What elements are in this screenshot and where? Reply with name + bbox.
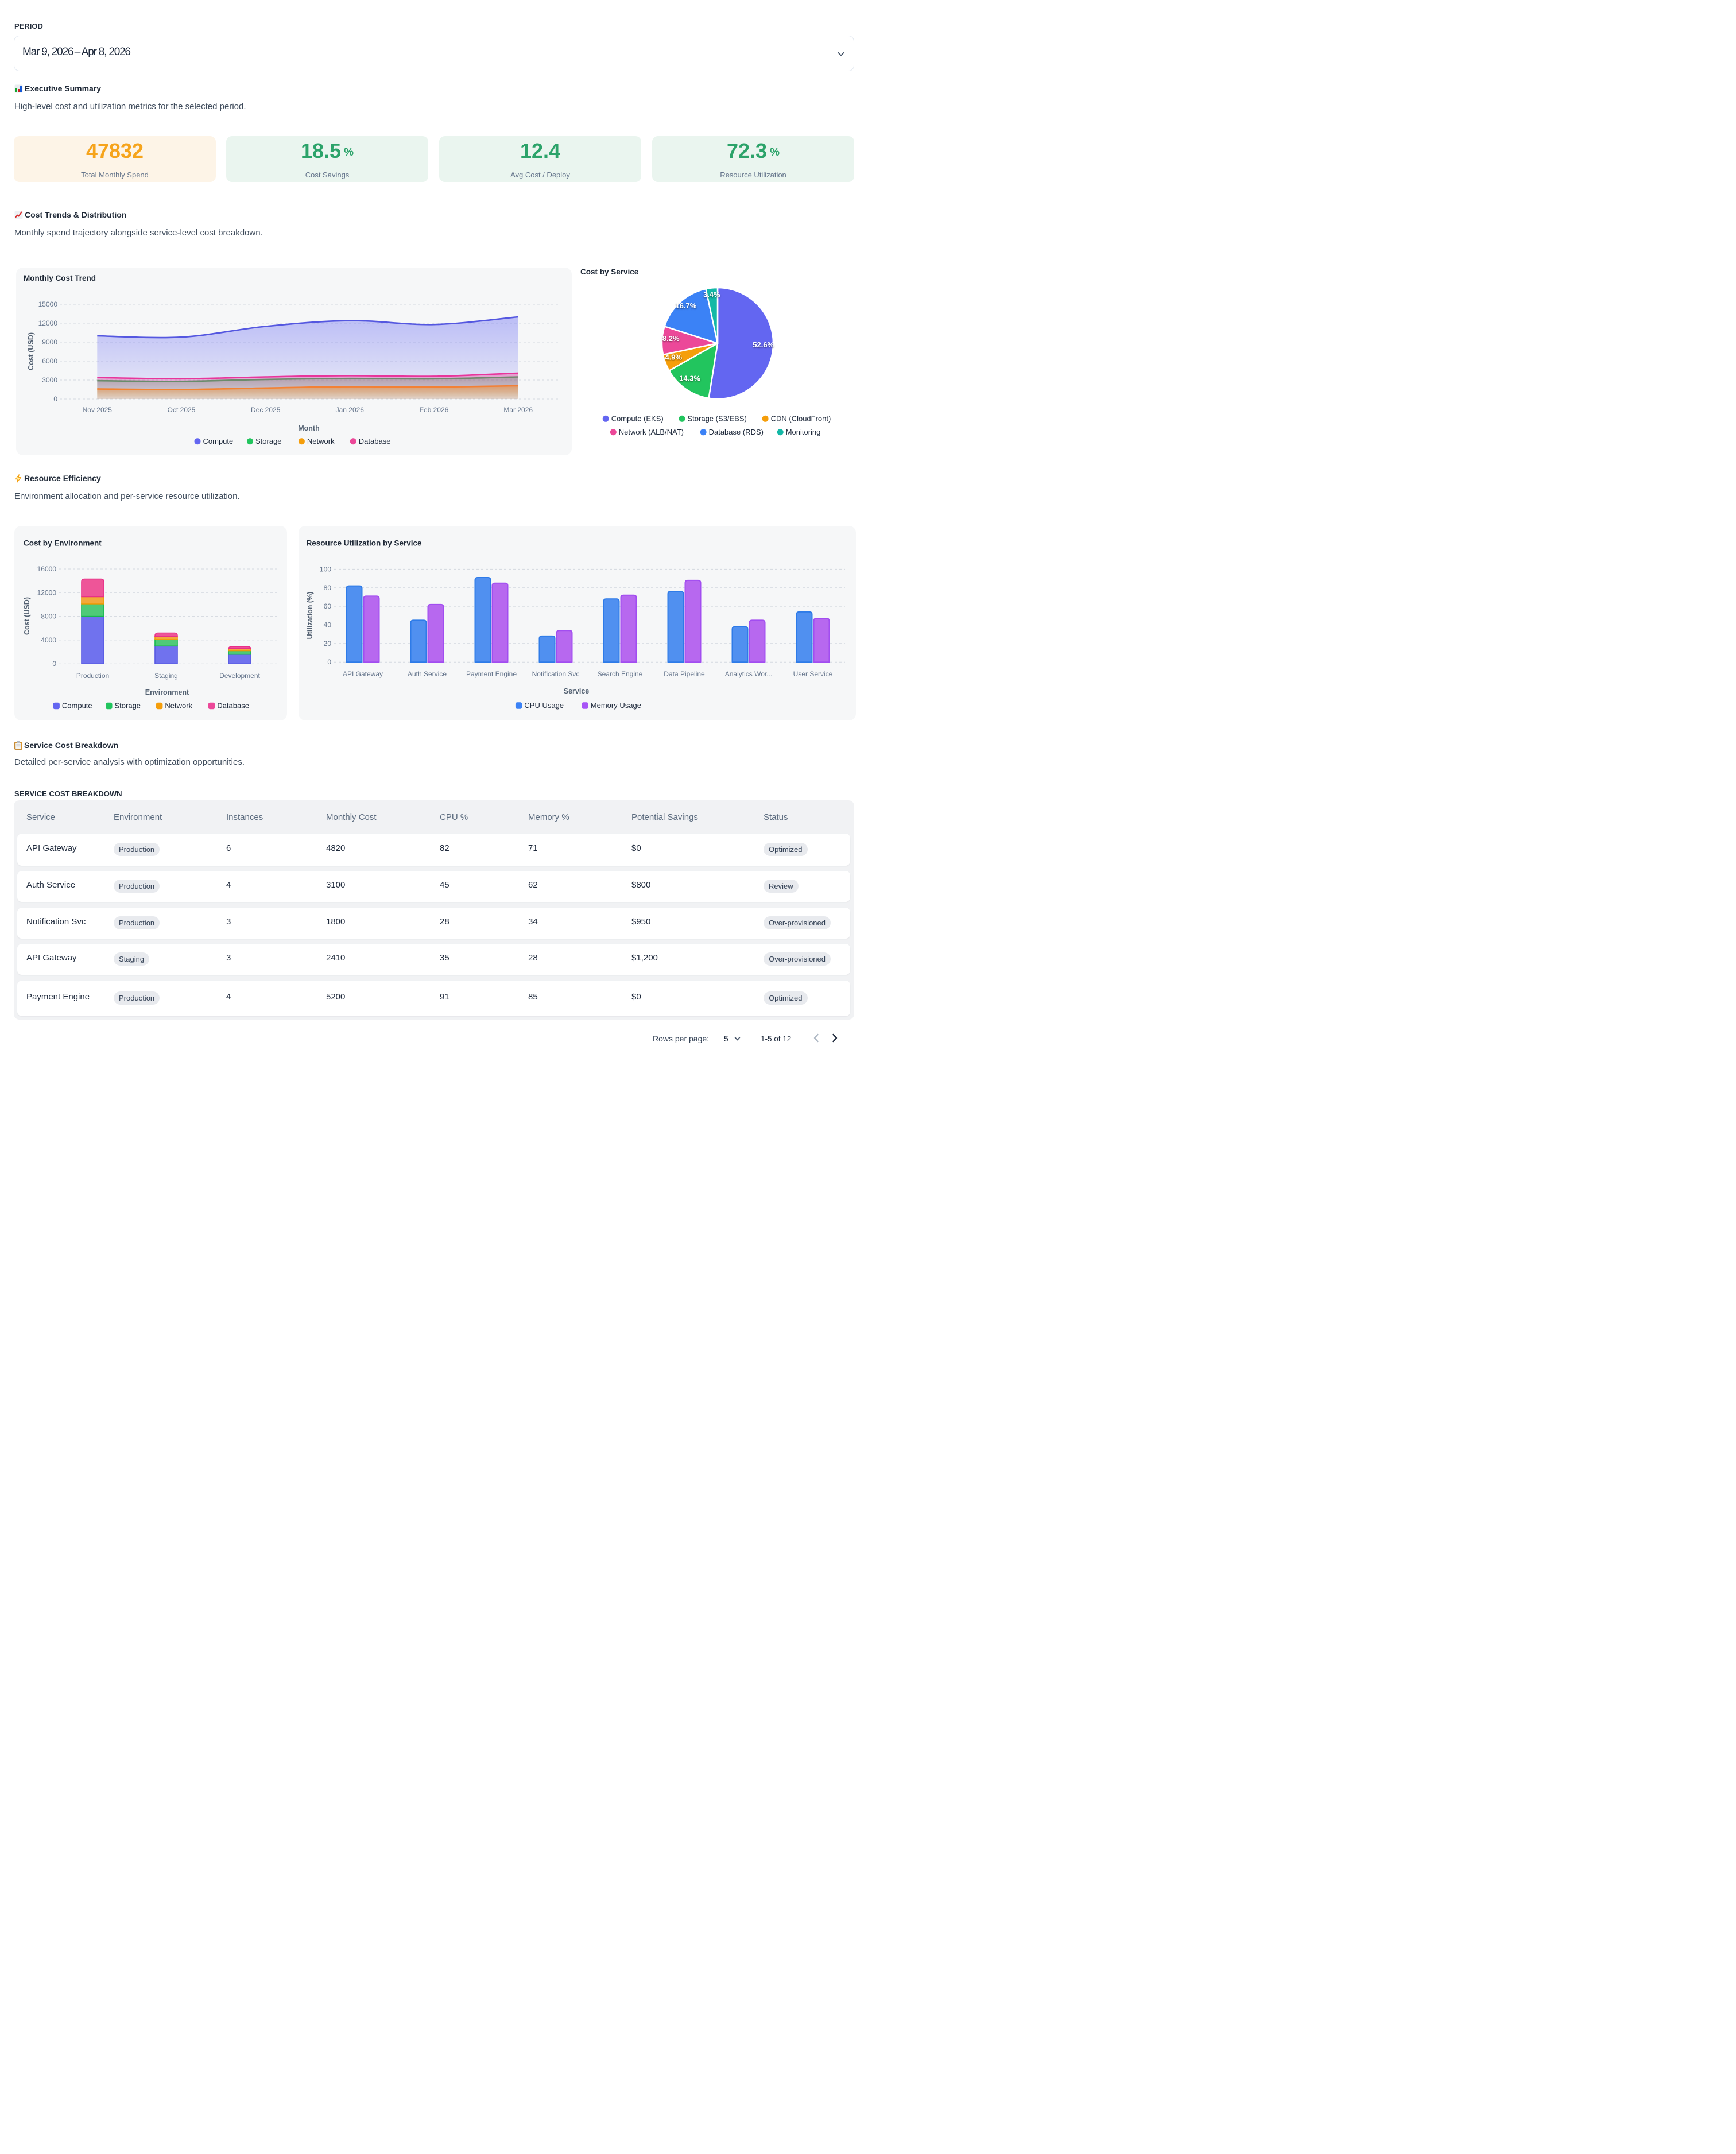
svg-text:14.3%: 14.3% (679, 374, 700, 382)
svg-text:Database: Database (217, 702, 249, 710)
svg-text:8000: 8000 (41, 613, 56, 621)
svg-text:16000: 16000 (37, 565, 57, 573)
svg-text:Storage (S3/EBS): Storage (S3/EBS) (688, 414, 747, 423)
svg-text:CDN (CloudFront): CDN (CloudFront) (771, 414, 831, 423)
svg-text:API Gateway: API Gateway (343, 670, 383, 678)
svg-text:Dec 2025: Dec 2025 (251, 406, 281, 414)
svg-text:0: 0 (52, 660, 56, 668)
svg-text:Compute: Compute (203, 437, 234, 445)
svg-text:80: 80 (324, 584, 332, 592)
svg-text:Data Pipeline: Data Pipeline (664, 670, 705, 678)
svg-text:52.6%: 52.6% (753, 340, 774, 349)
svg-text:Network (ALB/NAT): Network (ALB/NAT) (619, 428, 684, 436)
svg-text:15000: 15000 (38, 300, 58, 308)
svg-text:Feb 2026: Feb 2026 (420, 406, 449, 414)
svg-text:Memory Usage: Memory Usage (591, 701, 641, 710)
svg-text:3.4%: 3.4% (703, 290, 720, 299)
svg-text:Cost (USD): Cost (USD) (23, 597, 31, 635)
svg-text:Search Engine: Search Engine (598, 670, 643, 678)
svg-text:3000: 3000 (42, 376, 57, 384)
svg-text:Cost by Service: Cost by Service (580, 268, 639, 276)
svg-text:Notification Svc: Notification Svc (532, 670, 580, 678)
svg-text:6000: 6000 (42, 357, 57, 365)
svg-text:Service: Service (564, 687, 590, 695)
svg-text:Network: Network (307, 437, 335, 445)
svg-text:Monitoring: Monitoring (786, 428, 821, 436)
svg-text:Resource Utilization by Servic: Resource Utilization by Service (307, 539, 423, 548)
svg-text:Jan 2026: Jan 2026 (336, 406, 365, 414)
svg-text:Database: Database (359, 437, 391, 445)
svg-text:20: 20 (324, 640, 332, 648)
svg-text:Auth Service: Auth Service (408, 670, 447, 678)
svg-text:40: 40 (324, 621, 332, 629)
svg-text:Storage: Storage (255, 437, 282, 445)
svg-text:Production: Production (76, 672, 109, 680)
svg-text:16.7%: 16.7% (675, 301, 696, 310)
svg-text:4.9%: 4.9% (665, 352, 682, 361)
svg-text:CPU Usage: CPU Usage (524, 701, 564, 710)
svg-text:Monthly Cost Trend: Monthly Cost Trend (24, 274, 96, 282)
svg-text:0: 0 (53, 395, 57, 403)
svg-text:0: 0 (327, 658, 331, 666)
svg-text:Month: Month (298, 424, 319, 432)
svg-text:9000: 9000 (42, 338, 57, 346)
svg-text:100: 100 (320, 565, 331, 573)
svg-text:User Service: User Service (793, 670, 833, 678)
svg-text:Analytics Wor...: Analytics Wor... (725, 670, 772, 678)
svg-text:12000: 12000 (38, 319, 58, 327)
svg-text:Cost (USD): Cost (USD) (27, 332, 35, 370)
svg-text:Oct 2025: Oct 2025 (168, 406, 196, 414)
svg-text:Payment Engine: Payment Engine (466, 670, 517, 678)
svg-text:Compute (EKS): Compute (EKS) (611, 414, 664, 423)
svg-text:Development: Development (219, 672, 260, 680)
svg-text:Nov 2025: Nov 2025 (83, 406, 113, 414)
svg-text:Cost by Environment: Cost by Environment (24, 539, 102, 548)
svg-text:Network: Network (165, 702, 192, 710)
svg-text:Mar 2026: Mar 2026 (503, 406, 533, 414)
svg-text:Compute: Compute (62, 702, 92, 710)
svg-text:Database (RDS): Database (RDS) (709, 428, 764, 436)
svg-text:4000: 4000 (41, 636, 56, 644)
svg-text:Environment: Environment (145, 688, 189, 696)
svg-text:Staging: Staging (154, 672, 178, 680)
svg-text:8.2%: 8.2% (662, 334, 680, 343)
svg-text:Utilization (%): Utilization (%) (306, 592, 314, 640)
svg-text:60: 60 (324, 602, 332, 610)
svg-text:12000: 12000 (37, 588, 57, 596)
svg-text:Storage: Storage (115, 702, 141, 710)
